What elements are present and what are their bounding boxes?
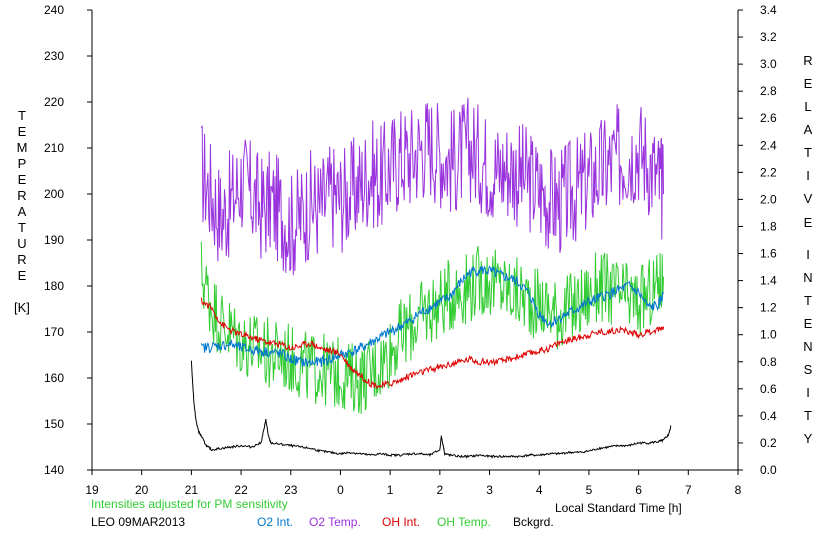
series-line-oh-temp	[200, 241, 664, 414]
y-right-tick-label: 2.6	[760, 111, 777, 125]
right-axis-title-letter: N	[803, 270, 812, 285]
left-axis-title-letter: E	[18, 172, 27, 187]
left-axis-title-letter: A	[18, 204, 27, 219]
x-tick-label: 19	[85, 483, 99, 497]
axes-group: 1401501601701801902002102202302400.00.20…	[44, 3, 777, 497]
x-tick-label: 8	[735, 483, 742, 497]
y-left-tick-label: 220	[44, 95, 64, 109]
y-left-tick-label: 180	[44, 279, 64, 293]
y-left-tick-label: 210	[44, 141, 64, 155]
labels-group: Local Standard Time [h] Intensities adju…	[14, 53, 813, 529]
left-axis-title-letter: R	[17, 252, 26, 267]
right-axis-title-letter: T	[804, 408, 812, 423]
legend: O2 Temp. OH Temp. O2 Int. OH Int. Bckgrd.	[257, 515, 554, 529]
right-axis-title-letter: N	[803, 339, 812, 354]
y-right-tick-label: 0.6	[760, 382, 777, 396]
series-line-o2-int	[200, 265, 664, 367]
right-axis-title-letter: S	[804, 362, 813, 377]
x-tick-label: 0	[337, 483, 344, 497]
x-tick-label: 23	[284, 483, 298, 497]
right-axis-title-letter: T	[804, 293, 812, 308]
left-axis-title-letter: T	[18, 108, 26, 123]
x-axis-label: Local Standard Time [h]	[555, 501, 682, 515]
x-tick-label: 3	[486, 483, 493, 497]
y-right-tick-label: 3.2	[760, 30, 777, 44]
right-axis-title-letter: R	[803, 53, 812, 68]
sensitivity-note: Intensities adjusted for PM sensitivity	[91, 497, 288, 511]
y-right-tick-label: 0.0	[760, 463, 777, 477]
x-tick-label: 6	[635, 483, 642, 497]
left-axis-unit: [K]	[14, 300, 30, 315]
right-axis-title-letter: V	[804, 191, 813, 206]
right-axis-title-letter: Y	[804, 431, 813, 446]
y-right-tick-label: 2.8	[760, 84, 777, 98]
series-layer	[190, 97, 672, 459]
y-left-tick-label: 240	[44, 3, 64, 17]
legend-entry-o2-temp: O2 Temp.	[309, 515, 361, 529]
right-axis-title-letter: I	[806, 247, 810, 262]
y-left-tick-label: 160	[44, 371, 64, 385]
y-right-tick-label: 1.2	[760, 301, 777, 315]
y-right-tick-label: 1.0	[760, 328, 777, 342]
left-axis-title-letter: T	[18, 220, 26, 235]
x-tick-label: 2	[437, 483, 444, 497]
right-axis-title-letter: I	[806, 168, 810, 183]
left-axis-title-letter: R	[17, 188, 26, 203]
left-axis-title-letter: U	[17, 236, 26, 251]
series-line-o2-temp	[200, 97, 664, 276]
y-right-tick-label: 1.4	[760, 274, 777, 288]
x-tick-label: 21	[185, 483, 199, 497]
y-right-tick-label: 0.2	[760, 436, 777, 450]
y-left-tick-label: 200	[44, 187, 64, 201]
y-right-tick-label: 3.4	[760, 3, 777, 17]
right-axis-title-letter: I	[806, 385, 810, 400]
y-left-tick-label: 170	[44, 325, 64, 339]
x-tick-label: 1	[387, 483, 394, 497]
x-tick-label: 4	[536, 483, 543, 497]
y-right-tick-label: 2.2	[760, 165, 777, 179]
y-left-tick-label: 140	[44, 463, 64, 477]
y-right-tick-label: 2.4	[760, 138, 777, 152]
y-left-tick-label: 190	[44, 233, 64, 247]
y-right-tick-label: 0.4	[760, 409, 777, 423]
x-tick-label: 22	[234, 483, 248, 497]
legend-entry-bckgrd: Bckgrd.	[513, 515, 554, 529]
station-date-label: LEO 09MAR2013	[91, 515, 185, 529]
left-axis-title-letter: P	[18, 156, 27, 171]
right-axis-title-letter: A	[804, 122, 813, 137]
legend-entry-o2-int: O2 Int.	[257, 515, 293, 529]
y-left-tick-label: 150	[44, 417, 64, 431]
left-axis-title-letter: E	[18, 124, 27, 139]
legend-entry-oh-int: OH Int.	[382, 515, 420, 529]
x-tick-label: 7	[685, 483, 692, 497]
right-axis-title-letter: L	[804, 99, 811, 114]
series-line-bckgrd	[190, 360, 672, 459]
left-axis-title-letter: M	[17, 140, 28, 155]
y-right-tick-label: 1.8	[760, 219, 777, 233]
right-axis-title-letter: T	[804, 145, 812, 160]
x-tick-label: 20	[135, 483, 149, 497]
right-axis-title-letter: E	[804, 215, 813, 230]
y-left-tick-label: 230	[44, 49, 64, 63]
series-line-oh-int	[200, 297, 664, 390]
y-right-tick-label: 3.0	[760, 57, 777, 71]
right-axis-title-letter: E	[804, 316, 813, 331]
y-right-tick-label: 1.6	[760, 247, 777, 261]
x-tick-label: 5	[586, 483, 593, 497]
y-right-tick-label: 2.0	[760, 192, 777, 206]
y-right-tick-label: 0.8	[760, 355, 777, 369]
left-axis-title-letter: E	[18, 268, 27, 283]
legend-entry-oh-temp: OH Temp.	[437, 515, 491, 529]
right-axis-title-letter: E	[804, 76, 813, 91]
